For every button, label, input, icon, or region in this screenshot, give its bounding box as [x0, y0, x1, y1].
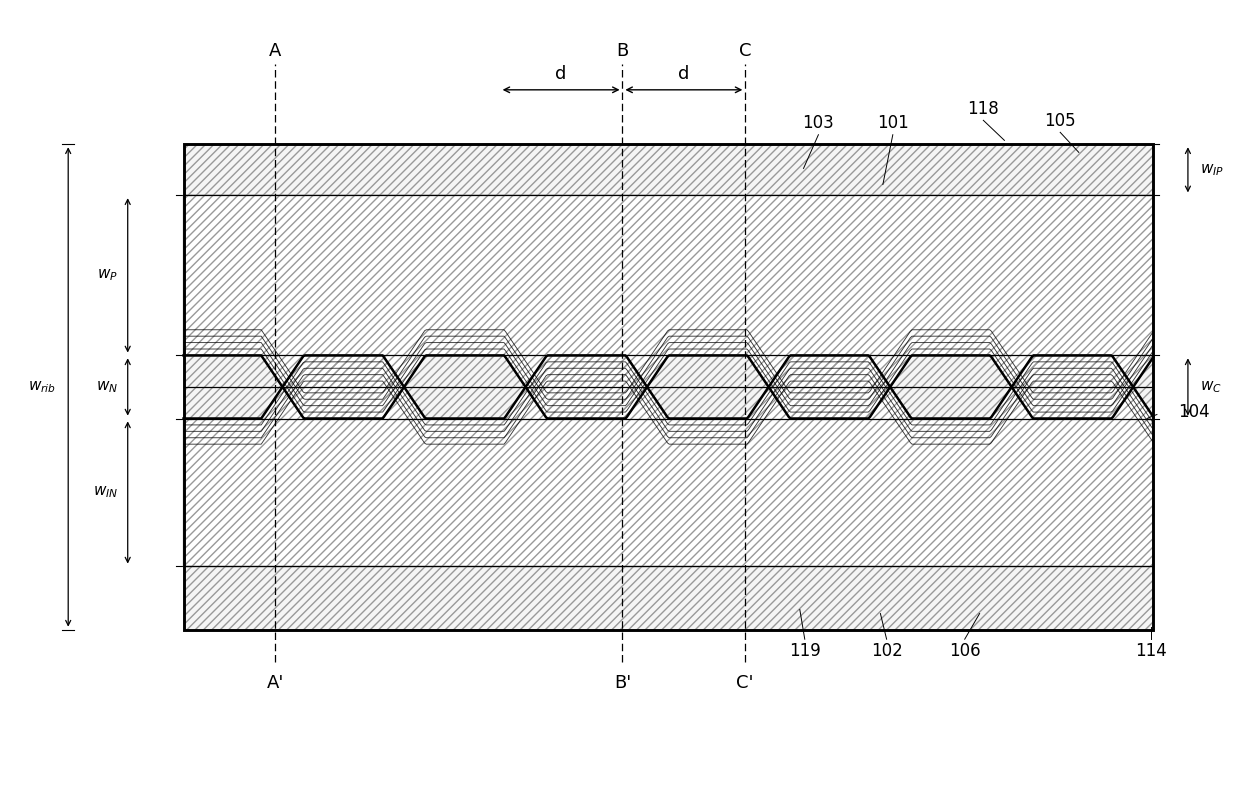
Bar: [184, 144, 1153, 630]
Text: 118: 118: [967, 100, 999, 118]
Text: $w_P$: $w_P$: [97, 268, 118, 283]
Text: B: B: [616, 43, 629, 60]
Polygon shape: [184, 355, 1153, 566]
Text: A: A: [269, 43, 281, 60]
Bar: [184, 144, 1153, 630]
Text: 105: 105: [1044, 112, 1076, 130]
Text: $w_{IN}$: $w_{IN}$: [93, 484, 118, 500]
Bar: [184, 144, 1153, 630]
Text: 103: 103: [802, 115, 835, 132]
Text: d: d: [678, 66, 689, 83]
Text: 114: 114: [1135, 642, 1167, 659]
Text: A': A': [267, 674, 284, 691]
Text: 119: 119: [789, 642, 821, 659]
Text: $w_N$: $w_N$: [95, 379, 118, 395]
Text: 101: 101: [877, 115, 909, 132]
Text: d: d: [556, 66, 567, 83]
Text: C': C': [737, 674, 754, 691]
Text: 106: 106: [949, 642, 981, 659]
Text: $w_{rib}$: $w_{rib}$: [27, 379, 56, 395]
Polygon shape: [184, 196, 1153, 419]
Text: $w_C$: $w_C$: [1200, 379, 1223, 395]
Text: 104: 104: [1178, 403, 1210, 421]
Text: C: C: [739, 43, 751, 60]
Text: B': B': [614, 674, 631, 691]
Text: $w_{IP}$: $w_{IP}$: [1200, 162, 1224, 178]
Text: 102: 102: [870, 642, 903, 659]
